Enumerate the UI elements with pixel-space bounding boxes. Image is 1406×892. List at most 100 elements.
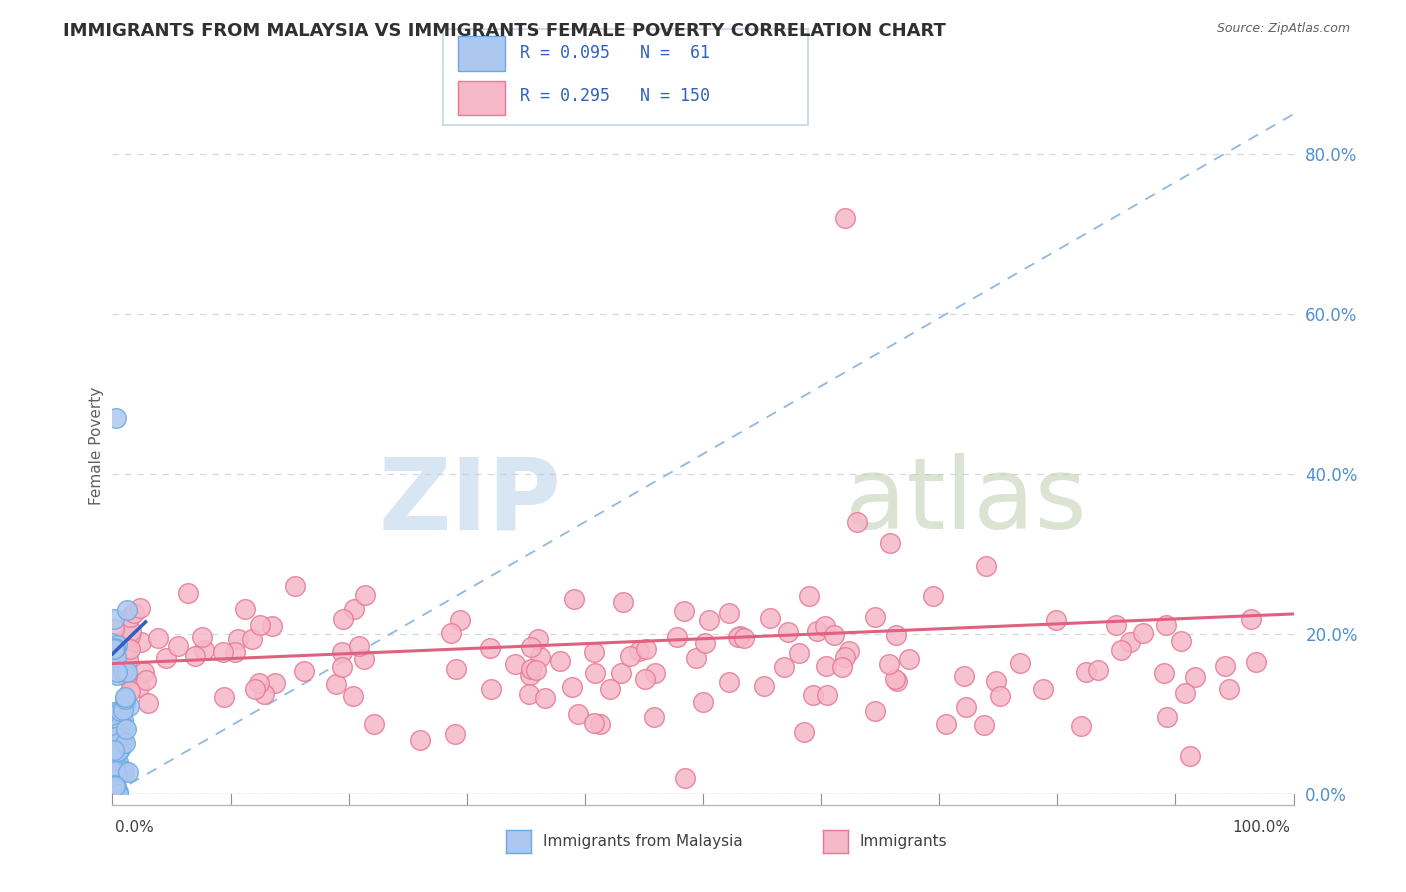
Point <box>129 635 152 649</box>
Point <box>104 764 127 779</box>
Point <box>440 626 463 640</box>
Point <box>132 665 155 679</box>
Point <box>787 646 810 660</box>
Point <box>332 612 354 626</box>
Y-axis label: Female Poverty: Female Poverty <box>89 387 104 505</box>
Point <box>666 630 689 644</box>
Point <box>253 687 276 701</box>
Point <box>120 624 142 639</box>
Point <box>524 663 547 677</box>
Point <box>103 709 125 723</box>
Point <box>793 724 815 739</box>
Point <box>610 666 633 681</box>
Point <box>128 601 150 615</box>
Point <box>797 589 820 603</box>
Point <box>105 411 128 425</box>
Point <box>634 642 657 657</box>
Point <box>589 717 612 731</box>
Point <box>135 673 157 687</box>
Point <box>342 689 364 703</box>
Point <box>612 595 634 609</box>
Point <box>692 695 714 709</box>
Point <box>564 592 586 607</box>
Point <box>831 659 853 673</box>
Point <box>105 781 128 796</box>
Point <box>107 736 129 750</box>
Point <box>108 741 131 756</box>
Point <box>884 628 907 642</box>
Point <box>263 676 285 690</box>
Point <box>955 699 977 714</box>
Point <box>1070 719 1092 733</box>
Point <box>104 714 127 729</box>
Text: IMMIGRANTS FROM MALAYSIA VS IMMIGRANTS FEMALE POVERTY CORRELATION CHART: IMMIGRANTS FROM MALAYSIA VS IMMIGRANTS F… <box>63 22 946 40</box>
Point <box>353 652 375 666</box>
Point <box>155 650 177 665</box>
Point <box>695 636 717 650</box>
Point <box>166 640 188 654</box>
Point <box>112 713 135 727</box>
Point <box>118 698 141 713</box>
Point <box>548 654 571 668</box>
Point <box>718 675 741 690</box>
Point <box>599 682 621 697</box>
Point <box>103 623 125 637</box>
Point <box>582 645 605 659</box>
Point <box>104 731 127 745</box>
Point <box>838 643 860 657</box>
Point <box>988 689 1011 703</box>
Point <box>879 657 901 671</box>
Point <box>973 718 995 732</box>
Point <box>733 632 755 646</box>
Point <box>673 771 696 785</box>
Point <box>879 535 901 549</box>
Point <box>111 665 134 679</box>
Point <box>191 630 214 644</box>
Point <box>363 717 385 731</box>
Point <box>634 672 657 686</box>
Point <box>103 641 125 656</box>
Point <box>1118 635 1140 649</box>
Point <box>101 706 124 720</box>
Point <box>110 734 132 748</box>
Point <box>834 211 856 225</box>
Point <box>128 680 150 694</box>
Point <box>177 586 200 600</box>
Point <box>104 782 127 797</box>
Point <box>103 612 125 626</box>
Point <box>583 716 606 731</box>
Text: Immigrants: Immigrants <box>859 834 946 848</box>
Point <box>107 787 129 801</box>
Point <box>1132 626 1154 640</box>
Point <box>108 718 131 732</box>
Point <box>1076 665 1098 680</box>
Point <box>815 659 838 673</box>
Point <box>1213 659 1236 673</box>
Text: ZIP: ZIP <box>378 453 561 550</box>
Point <box>1154 618 1177 632</box>
Point <box>226 632 249 647</box>
Point <box>1184 670 1206 684</box>
Point <box>101 636 124 650</box>
Point <box>886 674 908 689</box>
Point <box>183 648 205 663</box>
Point <box>567 707 589 722</box>
Point <box>644 665 666 680</box>
Point <box>122 606 145 620</box>
Point <box>527 632 550 647</box>
Point <box>1104 618 1126 632</box>
Point <box>114 690 136 704</box>
Point <box>103 778 125 792</box>
Point <box>101 765 124 780</box>
Point <box>103 753 125 767</box>
Point <box>643 710 665 724</box>
Point <box>519 668 541 682</box>
Point <box>1180 749 1202 764</box>
Point <box>114 632 136 646</box>
Point <box>103 780 125 794</box>
Point <box>1156 710 1178 724</box>
Point <box>884 673 907 687</box>
Point <box>673 604 696 618</box>
Point <box>349 640 371 654</box>
Point <box>727 630 749 644</box>
